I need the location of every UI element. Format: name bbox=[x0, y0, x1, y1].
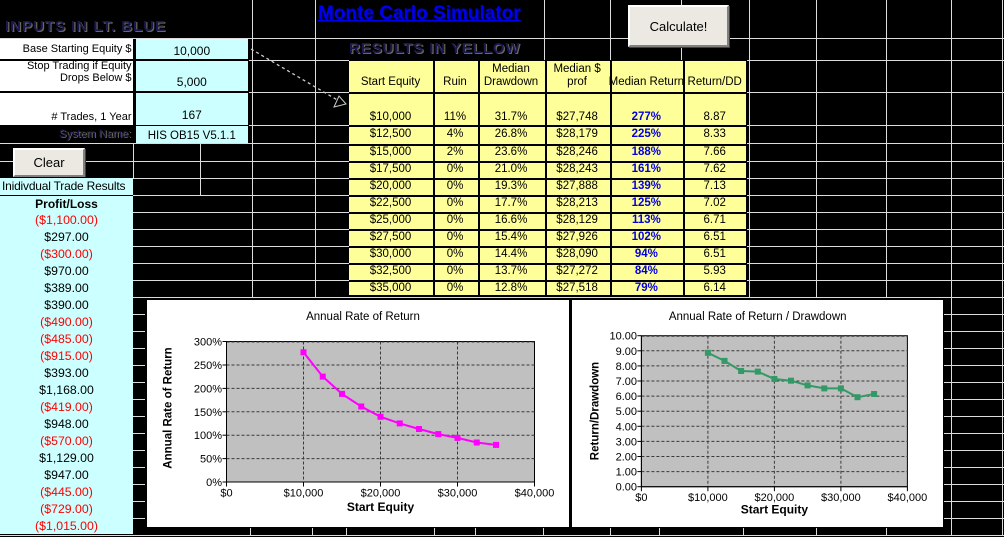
svg-text:9.00: 9.00 bbox=[615, 346, 636, 358]
svg-text:3.00: 3.00 bbox=[615, 436, 636, 448]
svg-text:10.00: 10.00 bbox=[609, 331, 637, 343]
svg-text:$40,000: $40,000 bbox=[514, 488, 554, 500]
svg-text:150%: 150% bbox=[193, 407, 221, 419]
svg-text:Start Equity: Start Equity bbox=[740, 503, 808, 517]
svg-text:$30,000: $30,000 bbox=[437, 488, 477, 500]
svg-text:100%: 100% bbox=[193, 430, 221, 442]
svg-text:200%: 200% bbox=[193, 383, 221, 395]
svg-text:0%: 0% bbox=[206, 477, 222, 489]
svg-text:1.00: 1.00 bbox=[615, 467, 636, 479]
svg-text:2.00: 2.00 bbox=[615, 452, 636, 464]
svg-text:$30,000: $30,000 bbox=[821, 492, 861, 504]
svg-text:Annual Rate of Return / Drawdo: Annual Rate of Return / Drawdown bbox=[668, 311, 846, 323]
svg-text:Start Equity: Start Equity bbox=[346, 500, 414, 514]
svg-text:300%: 300% bbox=[193, 337, 221, 349]
svg-text:$0: $0 bbox=[220, 488, 232, 500]
svg-text:$40,000: $40,000 bbox=[887, 492, 927, 504]
svg-text:Annual Rate of Return: Annual Rate of Return bbox=[306, 311, 420, 323]
svg-text:$0: $0 bbox=[635, 492, 647, 504]
svg-text:Annual Rate of Return: Annual Rate of Return bbox=[162, 347, 174, 468]
svg-text:$20,000: $20,000 bbox=[360, 488, 400, 500]
svg-text:6.00: 6.00 bbox=[615, 391, 636, 403]
svg-text:$10,000: $10,000 bbox=[283, 488, 323, 500]
svg-text:5.00: 5.00 bbox=[615, 406, 636, 418]
svg-text:7.00: 7.00 bbox=[615, 376, 636, 388]
svg-text:4.00: 4.00 bbox=[615, 421, 636, 433]
svg-text:50%: 50% bbox=[199, 454, 221, 466]
svg-text:$20,000: $20,000 bbox=[754, 492, 794, 504]
svg-text:Return/Drawdown: Return/Drawdown bbox=[589, 362, 601, 460]
svg-text:8.00: 8.00 bbox=[615, 361, 636, 373]
svg-text:$10,000: $10,000 bbox=[688, 492, 728, 504]
svg-text:250%: 250% bbox=[193, 360, 221, 372]
svg-text:0.00: 0.00 bbox=[615, 482, 636, 494]
